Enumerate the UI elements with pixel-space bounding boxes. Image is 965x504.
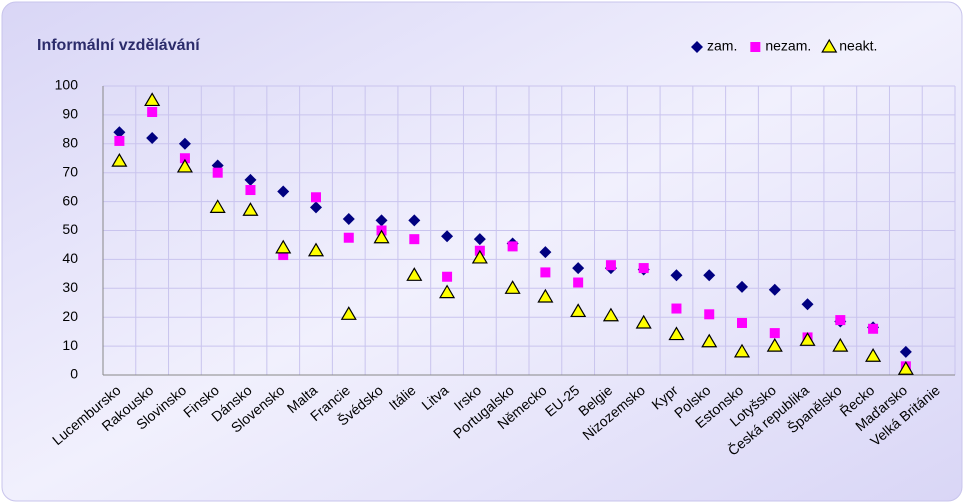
marker bbox=[310, 201, 322, 214]
marker bbox=[244, 173, 257, 186]
marker bbox=[342, 212, 355, 225]
marker bbox=[635, 314, 652, 329]
marker bbox=[573, 277, 584, 288]
marker bbox=[832, 337, 849, 352]
marker bbox=[146, 132, 159, 145]
marker bbox=[409, 234, 420, 245]
marker bbox=[212, 167, 223, 178]
marker bbox=[570, 303, 587, 318]
y-tick-label: 0 bbox=[70, 366, 78, 382]
marker bbox=[670, 269, 683, 282]
y-tick-label: 70 bbox=[62, 163, 78, 179]
marker bbox=[769, 328, 780, 339]
marker bbox=[504, 280, 521, 294]
y-tick-label: 50 bbox=[62, 221, 78, 237]
marker bbox=[539, 246, 552, 259]
marker bbox=[245, 185, 256, 196]
marker bbox=[178, 137, 191, 150]
marker bbox=[766, 337, 783, 352]
marker bbox=[736, 280, 748, 293]
marker bbox=[605, 260, 616, 271]
marker bbox=[442, 271, 453, 282]
legend-label: neakt. bbox=[839, 38, 877, 54]
marker bbox=[473, 233, 486, 246]
legend-marker bbox=[691, 41, 703, 53]
y-tick-label: 40 bbox=[62, 250, 78, 266]
marker bbox=[799, 332, 816, 346]
marker bbox=[278, 250, 289, 261]
marker bbox=[701, 333, 718, 348]
marker bbox=[703, 269, 716, 282]
chart-title: Informální vzdělávání bbox=[37, 37, 200, 54]
marker bbox=[572, 262, 585, 275]
y-tick-label: 100 bbox=[55, 77, 79, 93]
marker bbox=[275, 239, 292, 254]
marker bbox=[179, 153, 190, 164]
marker bbox=[343, 232, 354, 243]
marker bbox=[899, 345, 912, 358]
y-tick-label: 10 bbox=[62, 337, 78, 353]
marker bbox=[602, 307, 619, 322]
y-tick-label: 30 bbox=[62, 279, 78, 295]
marker bbox=[540, 267, 551, 278]
y-tick-label: 90 bbox=[62, 106, 78, 122]
marker bbox=[704, 309, 715, 320]
marker bbox=[277, 185, 290, 198]
marker bbox=[638, 263, 649, 274]
marker bbox=[865, 348, 882, 362]
y-tick-label: 20 bbox=[62, 308, 78, 324]
marker bbox=[408, 214, 421, 227]
marker bbox=[668, 326, 685, 341]
marker bbox=[311, 192, 321, 203]
marker bbox=[340, 306, 357, 320]
marker bbox=[209, 199, 226, 213]
marker bbox=[114, 135, 125, 146]
marker bbox=[144, 92, 161, 107]
marker bbox=[868, 323, 879, 334]
marker bbox=[671, 303, 682, 314]
marker bbox=[471, 249, 488, 264]
marker bbox=[375, 214, 388, 227]
y-tick-label: 60 bbox=[62, 192, 78, 208]
marker bbox=[507, 241, 518, 252]
marker bbox=[439, 284, 456, 299]
legend-marker bbox=[821, 38, 838, 53]
marker bbox=[373, 229, 390, 244]
legend-label: zam. bbox=[707, 38, 737, 54]
marker bbox=[768, 283, 781, 296]
marker bbox=[406, 267, 423, 281]
marker bbox=[307, 242, 325, 257]
legend-marker bbox=[750, 42, 761, 52]
marker bbox=[537, 288, 554, 303]
marker bbox=[835, 315, 846, 326]
marker bbox=[737, 317, 747, 328]
y-tick-label: 80 bbox=[62, 135, 78, 151]
marker bbox=[242, 202, 259, 216]
marker bbox=[801, 298, 814, 311]
marker bbox=[113, 126, 126, 139]
marker bbox=[441, 230, 454, 243]
marker bbox=[733, 343, 751, 358]
marker bbox=[147, 107, 158, 118]
marker bbox=[176, 158, 193, 173]
marker bbox=[897, 361, 914, 375]
legend-label: nezam. bbox=[765, 38, 811, 54]
marker bbox=[111, 152, 128, 167]
